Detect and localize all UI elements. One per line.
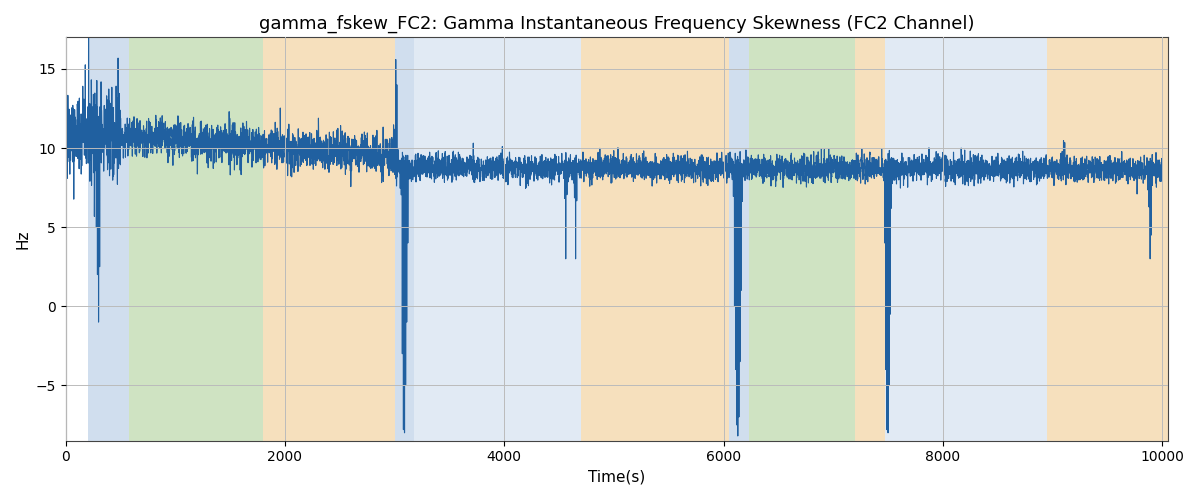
Bar	[395, 38, 414, 440]
Bar	[130, 38, 263, 440]
Bar	[749, 38, 856, 440]
Title: gamma_fskew_FC2: Gamma Instantaneous Frequency Skewness (FC2 Channel): gamma_fskew_FC2: Gamma Instantaneous Fre…	[259, 15, 974, 34]
Bar	[263, 38, 395, 440]
Y-axis label: Hz: Hz	[16, 230, 30, 249]
Bar	[581, 38, 730, 440]
Bar	[414, 38, 581, 440]
Bar	[730, 38, 749, 440]
Bar	[88, 38, 130, 440]
Bar	[856, 38, 884, 440]
Bar	[884, 38, 1048, 440]
Bar	[1048, 38, 1174, 440]
X-axis label: Time(s): Time(s)	[588, 470, 646, 485]
